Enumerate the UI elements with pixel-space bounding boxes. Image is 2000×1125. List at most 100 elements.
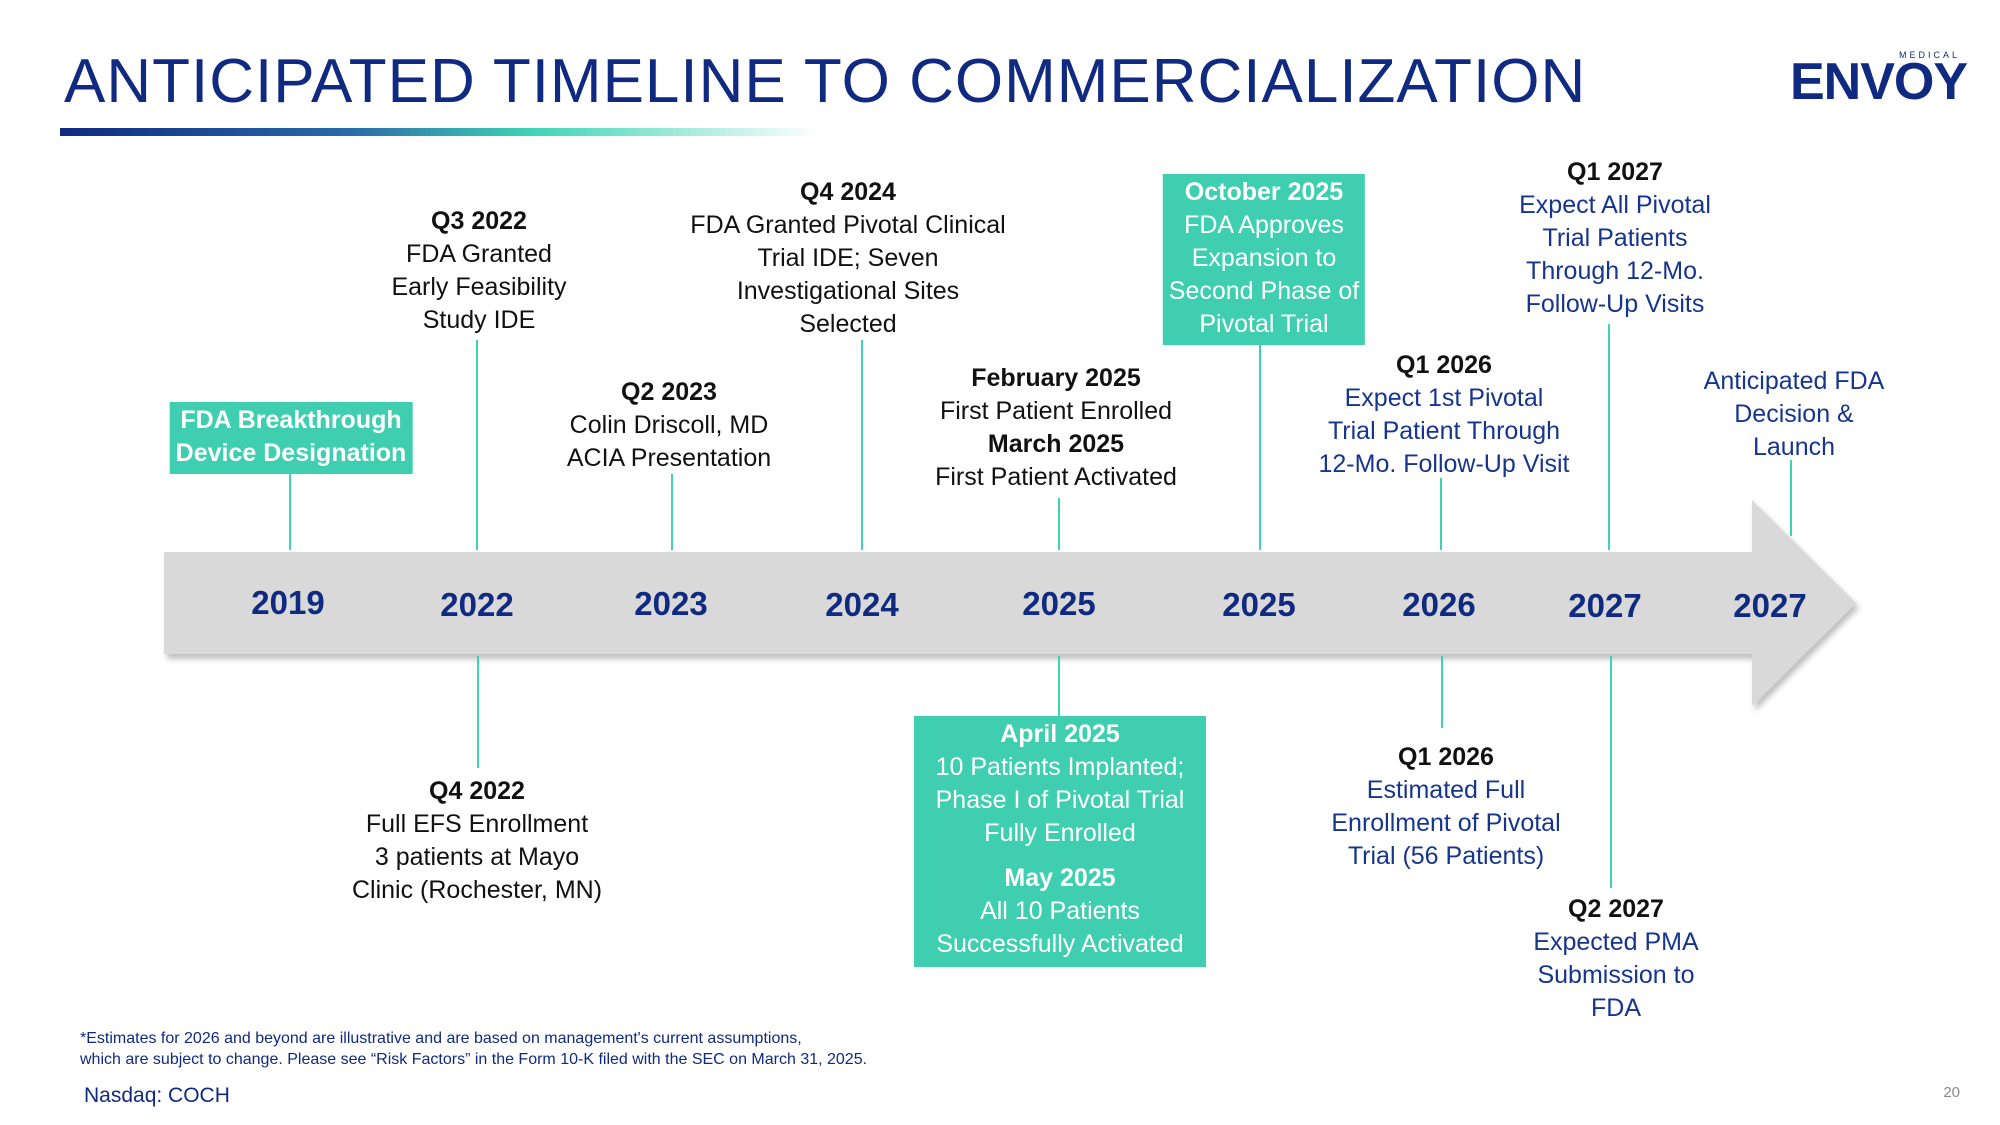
event-q2-2027: Q2 2027 Expected PMA Submission to FDA: [1533, 893, 1698, 1025]
connector-2019: [289, 470, 291, 550]
event-heading: Q1 2026: [1398, 743, 1494, 771]
event-heading: April 2025: [1000, 720, 1120, 748]
event-line: Submission to: [1537, 961, 1695, 989]
event-line: Fully Enrolled: [984, 819, 1136, 847]
event-line: Launch: [1752, 433, 1836, 461]
event-line: Study IDE: [422, 306, 536, 334]
event-heading: Q4 2022: [429, 777, 525, 805]
event-heading: Q1 2026: [1396, 351, 1492, 379]
event-q1-2027: Q1 2027 Expect All Pivotal Trial Patient…: [1519, 156, 1711, 321]
logo-envoy-text: ENVOY: [1790, 53, 1968, 111]
connector-q1-2027: [1608, 324, 1610, 550]
footnote-line: which are subject to change. Please see …: [80, 1051, 868, 1068]
event-line: FDA Granted: [406, 240, 552, 268]
event-line: Expect 1st Pivotal: [1344, 384, 1544, 412]
event-line: Early Feasibility: [391, 273, 567, 301]
footnote: *Estimates for 2026 and beyond are illus…: [80, 1028, 867, 1070]
event-line: Trial Patients: [1542, 224, 1688, 252]
event-line: 10 Patients Implanted;: [935, 753, 1185, 781]
event-q4-2022: Q4 2022 Full EFS Enrollment 3 patients a…: [352, 775, 602, 907]
event-line: FDA Approves: [1184, 211, 1344, 239]
ticker-symbol: Nasdaq: COCH: [84, 1084, 230, 1107]
event-heading-2: May 2025: [1004, 864, 1116, 892]
event-heading: Q2 2023: [621, 378, 717, 406]
event-line: Enrollment of Pivotal: [1331, 809, 1561, 837]
connector-feb-2025: [1058, 498, 1060, 550]
event-line: Full EFS Enrollment: [365, 810, 589, 838]
event-q1-2026-top: Q1 2026 Expect 1st Pivotal Trial Patient…: [1318, 349, 1569, 481]
event-heading: February 2025: [971, 364, 1141, 392]
event-line: ACIA Presentation: [566, 444, 772, 472]
event-line: Through 12-Mo.: [1526, 257, 1704, 285]
event-line: Estimated Full: [1366, 776, 1526, 804]
year-label-2027-b: 2027: [1733, 587, 1807, 624]
year-label-2023: 2023: [634, 585, 708, 622]
event-line: Trial (56 Patients): [1347, 842, 1545, 870]
event-fda-decision: Anticipated FDA Decision & Launch: [1704, 365, 1885, 464]
page-title: ANTICIPATED TIMELINE TO COMMERCIALIZATIO…: [64, 47, 1587, 116]
event-line: FDA Breakthrough: [180, 406, 402, 434]
event-line: Expected PMA: [1533, 928, 1699, 956]
connector-fda-decision: [1790, 460, 1792, 536]
event-2019-breakthrough: FDA Breakthrough Device Designation: [169, 402, 413, 474]
logo-medical-text: MEDICAL: [1898, 50, 1960, 60]
event-line: Colin Driscoll, MD: [569, 411, 769, 439]
connector-q2-2027: [1610, 656, 1612, 888]
year-label-2024: 2024: [825, 586, 899, 623]
year-label-2025-b: 2025: [1222, 586, 1296, 623]
year-label-2019: 2019: [251, 584, 325, 621]
event-heading: Q2 2027: [1568, 895, 1664, 923]
event-line: First Patient Enrolled: [939, 397, 1173, 425]
year-label-2022: 2022: [440, 586, 514, 623]
event-line: FDA Granted Pivotal Clinical: [690, 211, 1006, 239]
event-heading: Q1 2027: [1567, 158, 1663, 186]
event-line: Trial IDE; Seven: [757, 244, 939, 272]
event-line: FDA: [1590, 994, 1641, 1022]
event-line: Investigational Sites: [736, 277, 960, 305]
event-heading: Q4 2024: [800, 178, 896, 206]
connector-q4-2024: [861, 340, 863, 550]
event-line: 12-Mo. Follow-Up Visit: [1318, 450, 1570, 478]
connector-apr-2025: [1058, 656, 1060, 716]
event-line: Clinic (Rochester, MN): [351, 876, 603, 904]
event-line: All 10 Patients: [980, 897, 1140, 925]
event-line: Expect All Pivotal: [1519, 191, 1711, 219]
event-heading: October 2025: [1184, 178, 1344, 206]
event-line: First Patient Activated: [935, 463, 1177, 491]
connector-q1-2026-bottom: [1441, 656, 1443, 728]
event-line: Phase I of Pivotal Trial: [935, 786, 1185, 814]
event-q3-2022: Q3 2022 FDA Granted Early Feasibility St…: [391, 205, 566, 337]
year-label-2027-a: 2027: [1568, 587, 1642, 624]
event-line: 3 patients at Mayo: [374, 843, 580, 871]
event-line: Expansion to: [1191, 244, 1337, 272]
event-heading: Q3 2022: [431, 207, 527, 235]
event-heading-2: March 2025: [987, 430, 1125, 458]
event-line: Second Phase of: [1168, 277, 1360, 305]
year-label-2026: 2026: [1402, 586, 1476, 623]
envoy-logo: MEDICAL ENVOY: [1790, 50, 1968, 110]
connector-q3-2022: [476, 340, 478, 550]
connector-q2-2023: [671, 474, 673, 550]
connector-q1-2026-top: [1440, 478, 1442, 550]
event-q2-2023: Q2 2023 Colin Driscoll, MD ACIA Presenta…: [567, 376, 771, 475]
event-line: Device Designation: [175, 439, 407, 467]
event-q1-2026-bottom: Q1 2026 Estimated Full Enrollment of Piv…: [1331, 741, 1560, 873]
event-line: Successfully Activated: [936, 930, 1184, 958]
event-feb-mar-2025: February 2025 First Patient Enrolled Mar…: [935, 362, 1177, 494]
title-underline: [60, 128, 820, 136]
event-line: Anticipated FDA: [1703, 367, 1885, 395]
year-label-2025-a: 2025: [1022, 585, 1096, 622]
event-spacer: [920, 850, 1200, 862]
event-apr-may-2025: April 2025 10 Patients Implanted; Phase …: [914, 716, 1206, 967]
footnote-line: *Estimates for 2026 and beyond are illus…: [80, 1030, 802, 1047]
event-oct-2025: October 2025 FDA Approves Expansion to S…: [1162, 174, 1366, 345]
event-q4-2024: Q4 2024 FDA Granted Pivotal Clinical Tri…: [690, 176, 1005, 341]
connector-q4-2022: [477, 656, 479, 768]
event-line: Trial Patient Through: [1327, 417, 1561, 445]
event-line: Pivotal Trial: [1199, 310, 1329, 338]
page-number: 20: [1943, 1084, 1960, 1101]
event-line: Follow-Up Visits: [1525, 290, 1705, 318]
connector-oct-2025: [1259, 344, 1261, 550]
event-line: Selected: [799, 310, 897, 338]
